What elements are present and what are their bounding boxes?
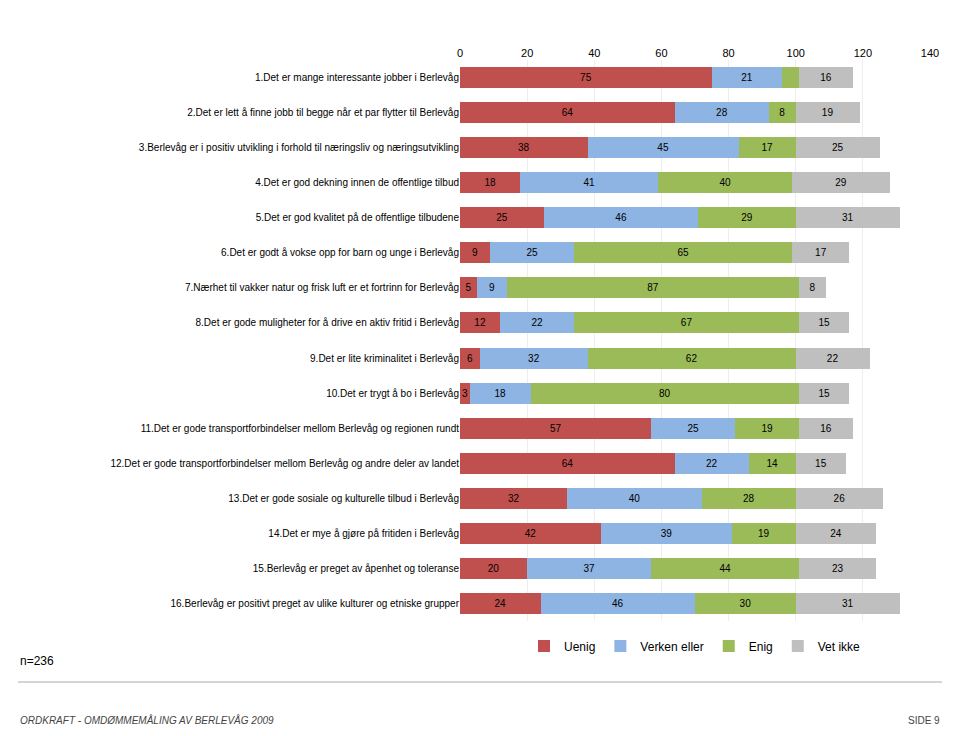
svg-text:26: 26: [834, 493, 846, 504]
svg-text:28: 28: [716, 107, 728, 118]
svg-text:100: 100: [787, 47, 805, 59]
svg-text:11.Det er gode transportforbin: 11.Det er gode transportforbindelser mel…: [141, 423, 460, 434]
svg-text:ORDKRAFT - OMDØMMEMÅLING AV BE: ORDKRAFT - OMDØMMEMÅLING AV BERLEVÅG 200…: [20, 714, 274, 726]
svg-text:19: 19: [758, 528, 770, 539]
svg-text:40: 40: [719, 177, 731, 188]
svg-text:65: 65: [677, 247, 689, 258]
svg-text:14.Det er mye å gjøre på friti: 14.Det er mye å gjøre på fritiden i Berl…: [268, 528, 459, 539]
svg-text:5.Det er god kvalitet på de of: 5.Det er god kvalitet på de offentlige t…: [256, 212, 460, 223]
svg-text:9.Det er lite kriminalitet i B: 9.Det er lite kriminalitet i Berlevåg: [310, 353, 459, 364]
svg-text:25: 25: [526, 247, 538, 258]
svg-text:2.Det er lett å finne jobb til: 2.Det er lett å finne jobb til begge når…: [187, 107, 459, 118]
svg-text:18: 18: [484, 177, 496, 188]
svg-text:19: 19: [761, 423, 773, 434]
svg-text:120: 120: [854, 47, 872, 59]
svg-text:19: 19: [822, 107, 834, 118]
svg-text:28: 28: [743, 493, 755, 504]
svg-text:46: 46: [615, 212, 627, 223]
svg-text:25: 25: [832, 142, 844, 153]
svg-text:30: 30: [740, 598, 752, 609]
svg-text:25: 25: [496, 212, 508, 223]
svg-text:22: 22: [706, 458, 718, 469]
svg-text:67: 67: [681, 317, 693, 328]
svg-text:37: 37: [583, 563, 595, 574]
svg-text:62: 62: [686, 353, 698, 364]
svg-text:64: 64: [562, 107, 574, 118]
svg-text:0: 0: [457, 47, 463, 59]
svg-text:24: 24: [830, 528, 842, 539]
svg-text:13.Det er gode sosiale og kult: 13.Det er gode sosiale og kulturelle til…: [228, 493, 459, 504]
svg-text:75: 75: [580, 72, 592, 83]
svg-text:8: 8: [810, 282, 816, 293]
svg-text:Vet ikke: Vet ikke: [818, 640, 860, 654]
svg-text:21: 21: [741, 72, 753, 83]
svg-text:140: 140: [921, 47, 939, 59]
svg-text:80: 80: [659, 388, 671, 399]
svg-text:20: 20: [521, 47, 533, 59]
svg-text:14: 14: [766, 458, 778, 469]
svg-text:16: 16: [820, 423, 832, 434]
svg-text:3.Berlevåg er i positiv utvikl: 3.Berlevåg er i positiv utvikling i forh…: [139, 142, 459, 153]
svg-text:24: 24: [495, 598, 507, 609]
svg-text:12.Det er gode transportforbin: 12.Det er gode transportforbindelser mel…: [110, 458, 459, 469]
svg-text:31: 31: [842, 212, 854, 223]
svg-text:Verken eller: Verken eller: [640, 640, 703, 654]
svg-text:7.Nærhet til vakker natur og f: 7.Nærhet til vakker natur og frisk luft …: [185, 282, 459, 293]
svg-text:6.Det er godt å vokse opp for: 6.Det er godt å vokse opp for barn og un…: [221, 247, 459, 258]
svg-text:9: 9: [489, 282, 495, 293]
svg-text:40: 40: [588, 47, 600, 59]
svg-text:15: 15: [815, 458, 827, 469]
svg-text:40: 40: [629, 493, 641, 504]
svg-text:8: 8: [779, 107, 785, 118]
svg-text:64: 64: [562, 458, 574, 469]
svg-text:42: 42: [525, 528, 537, 539]
svg-text:31: 31: [842, 598, 854, 609]
svg-text:45: 45: [657, 142, 669, 153]
svg-text:Uenig: Uenig: [564, 640, 595, 654]
svg-text:25: 25: [688, 423, 700, 434]
svg-text:15.Berlevåg er preget av åpenh: 15.Berlevåg er preget av åpenhet og tole…: [253, 563, 460, 574]
svg-text:17: 17: [761, 142, 773, 153]
svg-text:44: 44: [719, 563, 731, 574]
svg-text:17: 17: [815, 247, 827, 258]
svg-text:22: 22: [531, 317, 543, 328]
svg-text:57: 57: [550, 423, 562, 434]
svg-text:18: 18: [495, 388, 507, 399]
svg-text:6: 6: [467, 353, 473, 364]
svg-text:Enig: Enig: [749, 640, 773, 654]
svg-text:80: 80: [722, 47, 734, 59]
svg-text:15: 15: [818, 317, 830, 328]
svg-text:15: 15: [818, 388, 830, 399]
svg-text:12: 12: [474, 317, 486, 328]
svg-text:n=236: n=236: [20, 654, 54, 668]
svg-text:16: 16: [820, 72, 832, 83]
svg-text:20: 20: [488, 563, 500, 574]
svg-text:29: 29: [741, 212, 753, 223]
svg-text:29: 29: [835, 177, 847, 188]
svg-text:60: 60: [655, 47, 667, 59]
svg-text:3: 3: [462, 388, 468, 399]
svg-text:41: 41: [583, 177, 595, 188]
svg-text:5: 5: [465, 282, 471, 293]
svg-text:4.Det er god dekning innen de: 4.Det er god dekning innen de offentlige…: [255, 177, 459, 188]
svg-text:8.Det er gode muligheter for å: 8.Det er gode muligheter for å drive en …: [196, 317, 459, 328]
svg-text:32: 32: [508, 493, 520, 504]
svg-text:23: 23: [832, 563, 844, 574]
svg-text:22: 22: [827, 353, 839, 364]
svg-text:9: 9: [472, 247, 478, 258]
svg-text:1.Det er mange interessante jo: 1.Det er mange interessante jobber i Ber…: [255, 72, 459, 83]
svg-text:87: 87: [647, 282, 659, 293]
svg-text:32: 32: [528, 353, 540, 364]
svg-text:SIDE 9: SIDE 9: [908, 715, 940, 726]
svg-text:39: 39: [661, 528, 673, 539]
svg-text:10.Det er trygt å bo i Berlevå: 10.Det er trygt å bo i Berlevåg: [326, 388, 459, 399]
svg-text:46: 46: [612, 598, 624, 609]
svg-text:16.Berlevåg er positivt preget: 16.Berlevåg er positivt preget av ulike …: [171, 598, 460, 609]
svg-text:38: 38: [518, 142, 530, 153]
